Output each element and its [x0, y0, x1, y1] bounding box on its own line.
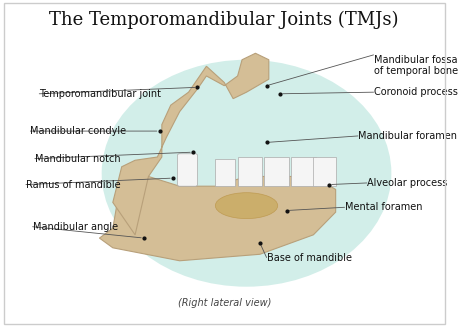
Text: The Temporomandibular Joints (TMJs): The Temporomandibular Joints (TMJs) — [49, 11, 399, 29]
Text: Coronoid process: Coronoid process — [374, 87, 457, 97]
Bar — [215, 159, 236, 186]
Bar — [313, 157, 336, 186]
Text: Mandibular foramen: Mandibular foramen — [358, 131, 457, 141]
Ellipse shape — [215, 193, 278, 219]
Text: (Right lateral view): (Right lateral view) — [178, 298, 271, 308]
Text: Ramus of mandible: Ramus of mandible — [26, 180, 120, 190]
Text: Alveolar process: Alveolar process — [367, 178, 447, 188]
PathPatch shape — [100, 170, 336, 261]
Text: Temporomandibular joint: Temporomandibular joint — [39, 89, 161, 99]
Text: Base of mandible: Base of mandible — [266, 252, 352, 263]
Text: Mandibular notch: Mandibular notch — [35, 154, 120, 164]
Text: Mandibular condyle: Mandibular condyle — [30, 126, 127, 136]
PathPatch shape — [113, 53, 269, 235]
Ellipse shape — [101, 60, 392, 287]
Text: Mental foramen: Mental foramen — [345, 202, 422, 212]
Bar — [291, 157, 316, 186]
Text: Mandibular fossa
of temporal bone: Mandibular fossa of temporal bone — [374, 55, 458, 77]
Bar — [237, 157, 262, 186]
Text: Mandibular angle: Mandibular angle — [33, 222, 118, 232]
FancyBboxPatch shape — [177, 154, 198, 186]
Bar — [264, 157, 289, 186]
